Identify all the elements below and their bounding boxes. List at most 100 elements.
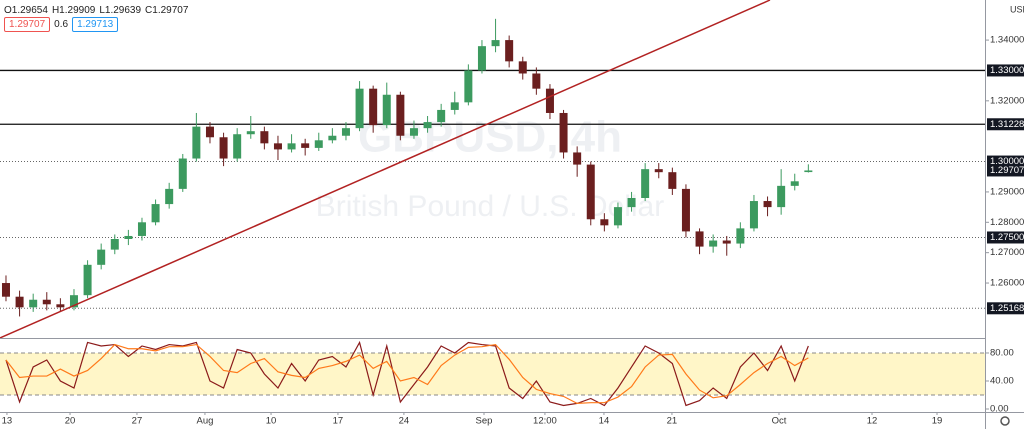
x-tick-label: 20: [65, 416, 76, 427]
candle-body: [97, 249, 106, 265]
watermark-description: British Pound / U.S. Dollar: [316, 190, 664, 223]
candle-body: [301, 143, 310, 148]
candle-body: [178, 158, 187, 189]
candle-body: [69, 295, 78, 308]
y-tick-label: 1.34000: [990, 35, 1024, 46]
candle-body: [736, 228, 745, 244]
candle-body: [627, 198, 636, 208]
x-tick-label: 12:00: [533, 416, 557, 427]
price-pane: [0, 18, 985, 407]
level-label-bg: [987, 118, 1024, 131]
x-tick-label: 12: [867, 416, 878, 427]
ask-button[interactable]: 1.29713: [72, 16, 119, 32]
candle-body: [42, 299, 51, 305]
candle-body: [137, 222, 146, 236]
candle-body: [464, 70, 473, 103]
level-label-bg: [987, 231, 1024, 244]
candle-body: [518, 61, 527, 74]
last-price-bg: [987, 164, 1024, 177]
candle-body: [314, 140, 323, 148]
candle-body: [287, 143, 296, 150]
level-label: 1.31228: [990, 119, 1024, 130]
candle-body: [545, 88, 554, 113]
ohlc-key: L: [99, 4, 105, 16]
candle-body: [505, 40, 514, 62]
candle-body: [654, 169, 663, 173]
candle-body: [355, 88, 364, 129]
ohlc-value: 1.29639: [104, 4, 142, 16]
candle-body: [15, 296, 24, 308]
candle-body: [777, 185, 786, 208]
candle-body: [56, 304, 65, 308]
level-label: 1.33000: [990, 65, 1024, 76]
candle-body: [369, 88, 378, 126]
candle-body: [586, 164, 595, 220]
candle-body: [382, 94, 391, 126]
candle-body: [749, 201, 758, 229]
ohlc-value: 1.29654: [11, 4, 48, 16]
candle-body: [477, 46, 486, 71]
x-tick-label: 10: [266, 416, 277, 427]
candle-body: [804, 170, 813, 173]
candle-body: [192, 126, 201, 159]
candle-body: [219, 137, 228, 159]
candle-body: [423, 122, 432, 129]
candle-body: [151, 204, 160, 223]
level-label: 1.27500: [990, 232, 1024, 243]
candle-body: [110, 238, 119, 250]
stoch-line: [5, 343, 809, 404]
ohlc-key: O: [4, 4, 12, 16]
level-label: 1.30000: [990, 156, 1024, 167]
level-label-bg: [987, 64, 1024, 77]
candle-body: [613, 207, 622, 226]
candle-body: [668, 172, 677, 189]
ohlc-item: C1.29707: [145, 5, 188, 16]
candle-body: [260, 131, 269, 144]
candle-body: [709, 240, 718, 247]
candle-body: [532, 73, 541, 89]
candle-body: [641, 169, 650, 199]
candle-body: [273, 143, 282, 150]
level-label: 1.25168: [990, 303, 1024, 314]
candle-body: [790, 181, 799, 186]
ohlc-key: H: [51, 4, 60, 16]
currency-label: USD: [1010, 4, 1024, 14]
candle-body: [205, 126, 214, 138]
candle-body: [233, 134, 242, 159]
last-price-label: 1.29707: [990, 165, 1024, 176]
x-tick-label: Oct: [772, 416, 787, 427]
candle-body: [409, 128, 418, 136]
y-tick-label: 40.00: [990, 376, 1014, 387]
settings-icon[interactable]: [1000, 416, 1010, 426]
candle-body: [681, 188, 690, 232]
stoch-band: [0, 352, 985, 395]
bid-button[interactable]: 1.29707: [4, 16, 51, 32]
ohlc-value: 1.29707: [152, 4, 189, 16]
y-tick-label: 0.00: [990, 404, 1009, 415]
candle-body: [165, 188, 174, 205]
candle-body: [450, 102, 459, 110]
y-tick-label: 1.29000: [990, 186, 1024, 197]
ohlc-item: L1.29639: [99, 5, 141, 16]
candle-body: [396, 94, 405, 136]
y-tick-label: 80.00: [990, 347, 1014, 358]
candle-body: [328, 135, 337, 141]
x-tick-label: 13: [2, 416, 13, 427]
x-tick-label: 17: [333, 416, 344, 427]
x-tick-label: 19: [932, 416, 943, 427]
candle-body: [341, 128, 350, 136]
x-tick-label: 27: [132, 416, 143, 427]
y-tick-label: 1.27000: [990, 247, 1024, 258]
candle-body: [29, 299, 38, 308]
quote-row: 1.29707 0.6 1.29713: [4, 16, 188, 32]
candle-body: [763, 201, 772, 208]
ohlc-key: C: [145, 4, 153, 16]
gear[interactable]: [1000, 416, 1010, 426]
candle-body: [491, 40, 500, 47]
x-tick-label: Aug: [196, 416, 213, 427]
y-tick-label: 1.26000: [990, 278, 1024, 289]
legend-header: O1.29654 H1.29909 L1.29639 C1.29707 1.29…: [4, 3, 188, 32]
trend-line: [0, 0, 771, 339]
level-label-bg: [987, 302, 1024, 315]
